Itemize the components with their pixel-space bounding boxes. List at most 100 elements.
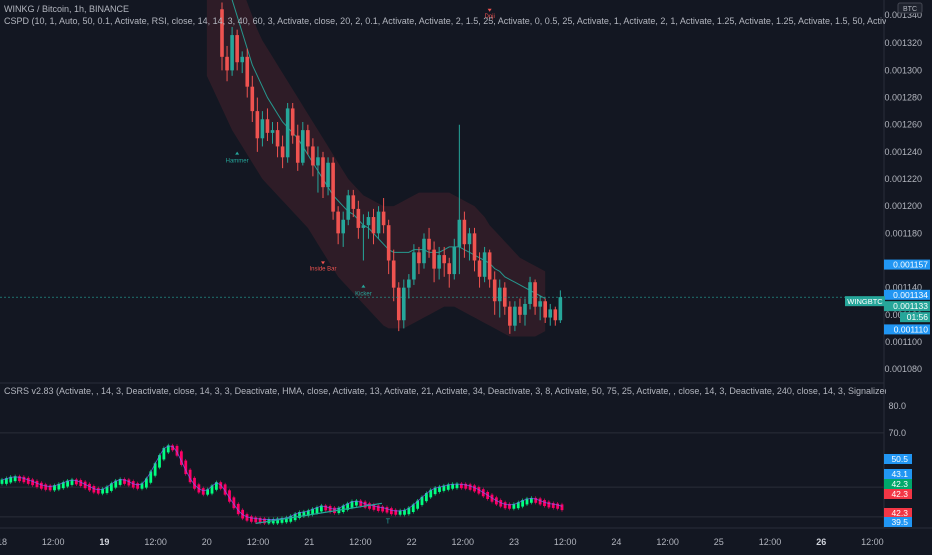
candle-body: [245, 56, 250, 87]
candle-body: [412, 252, 416, 280]
candle-body: [442, 255, 446, 264]
rsi-candle: [420, 496, 424, 505]
candle-body: [366, 217, 371, 226]
rsi-candle: [376, 505, 380, 511]
symbol-legend: WINKG / Bitcoin, 1h, BINANCE: [4, 4, 130, 14]
candle-body: [543, 301, 547, 318]
candle-body: [326, 162, 330, 188]
rsi-candle: [508, 503, 511, 509]
candle-body: [417, 252, 421, 264]
rsi-candle: [512, 503, 516, 509]
candle-body: [240, 56, 244, 63]
rsi-candle: [92, 486, 96, 493]
price-tick-label: 0.001140: [885, 283, 922, 293]
rsi-candle: [83, 481, 87, 489]
rsi-candle: [446, 484, 450, 490]
signal-arrow-up-icon: [235, 151, 240, 155]
countdown-bg: [900, 312, 930, 323]
candle-body: [225, 56, 229, 71]
rsi-tick-label: 70.0: [888, 428, 906, 438]
candle-body: [477, 260, 482, 277]
rsi-candle: [534, 497, 538, 503]
rsi-tag-bg: [884, 469, 912, 479]
rsi-candle: [101, 488, 105, 494]
rsi-candle: [48, 485, 52, 491]
time-axis-label: 20: [202, 537, 212, 547]
candle-body: [467, 233, 472, 245]
signal-arrow-down-icon: [487, 8, 492, 12]
rsi-candle: [464, 483, 468, 489]
price-tag-current-a-bg: [884, 289, 930, 300]
price-tick-top: 0.001340: [884, 10, 922, 20]
price-tick-label: 0.001180: [885, 228, 922, 238]
candle-body: [260, 119, 265, 139]
rsi-candle: [184, 460, 188, 475]
rsi-candle: [473, 485, 476, 492]
bollinger-band: [206, 0, 546, 337]
rsi-candle: [26, 477, 30, 484]
candle-body: [336, 211, 340, 234]
rsi-candle: [298, 512, 301, 518]
candle-body: [533, 282, 537, 307]
price-tick-label: 0.001080: [884, 364, 922, 374]
candle-body: [472, 233, 477, 261]
candle-body: [482, 252, 487, 277]
price-tick-label: 0.001280: [884, 93, 922, 103]
rsi-candle: [118, 478, 122, 485]
rsi-candle: [74, 479, 78, 485]
candle-body: [462, 219, 467, 245]
rsi-candle: [210, 485, 214, 494]
candle-body: [402, 287, 406, 321]
rsi-candle: [175, 445, 179, 456]
candle-body: [341, 219, 345, 234]
rsi-candle: [44, 484, 48, 490]
rsi-candle: [411, 504, 415, 512]
candle-body: [553, 309, 558, 321]
rsi-candle: [179, 451, 183, 465]
rsi-candle: [341, 505, 345, 512]
price-tag-current-a: 0.001134: [893, 290, 928, 300]
rsi-candle: [363, 501, 367, 508]
rsi-candle: [416, 500, 420, 509]
candle-body: [356, 208, 361, 228]
rsi-candle: [258, 517, 262, 523]
rsi-candle: [223, 484, 227, 495]
rsi-candle: [254, 517, 258, 523]
candle-body: [346, 195, 351, 220]
candle-body: [255, 111, 260, 139]
time-axis-label: 12:00: [247, 537, 270, 547]
rsi-candle: [53, 485, 56, 491]
time-axis-label: 12:00: [452, 537, 475, 547]
rsi-candle: [315, 507, 319, 514]
time-axis-label: 26: [816, 537, 826, 547]
candle-body: [265, 119, 270, 133]
candle-body: [487, 252, 492, 280]
rsi-tag: 43.1: [891, 469, 908, 479]
price-tick-label: 0.001300: [884, 65, 922, 75]
price-tag-lower-bg: [884, 324, 930, 335]
rsi-tag: 42.3: [891, 489, 908, 499]
rsi-candle: [61, 482, 65, 489]
rsi-candle: [131, 481, 135, 488]
countdown-label: 01:56: [907, 312, 929, 322]
price-tick-label: 0.001220: [884, 174, 922, 184]
rsi-tag-bg: [884, 508, 912, 518]
price-tag-upper-bg: [884, 259, 930, 270]
rsi-candle: [433, 487, 437, 495]
rsi-candle: [560, 504, 564, 511]
price-tick-label: 0.001100: [885, 337, 922, 347]
rsi-candle: [276, 518, 280, 524]
rsi-candle: [324, 505, 328, 511]
time-axis-label: 18: [0, 537, 7, 547]
rsi-tag: 42.3: [891, 508, 908, 518]
rsi-candle: [22, 476, 26, 483]
rsi-candle: [289, 515, 293, 522]
candle-body: [432, 249, 436, 269]
rsi-candle: [9, 476, 13, 483]
time-axis-label: 12:00: [144, 537, 167, 547]
candle-body: [497, 287, 502, 302]
rsi-candle: [96, 488, 100, 494]
rsi-candle: [521, 500, 525, 507]
rsi-candle: [381, 506, 385, 512]
